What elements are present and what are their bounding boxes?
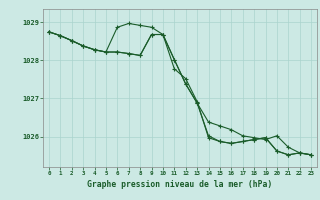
X-axis label: Graphe pression niveau de la mer (hPa): Graphe pression niveau de la mer (hPa) [87,180,273,189]
